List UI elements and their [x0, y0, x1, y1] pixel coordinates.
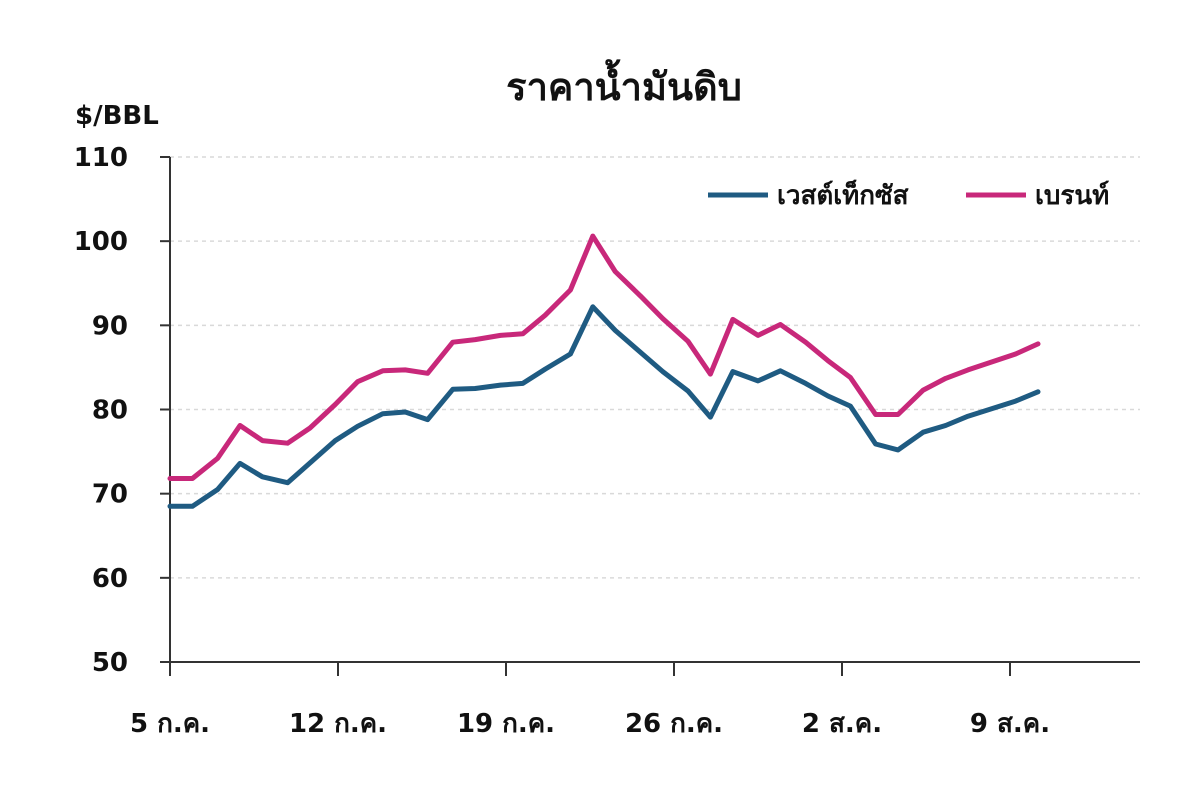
data-point-1-24 — [730, 317, 735, 322]
data-point-0-24 — [755, 378, 761, 384]
data-point-0-10 — [425, 417, 430, 422]
data-point-0-26 — [803, 381, 808, 386]
x-tick-label: 12 ก.ค. — [289, 709, 387, 739]
data-point-1-25 — [755, 333, 761, 338]
data-point-1-12 — [450, 340, 455, 345]
x-tick-label: 19 ก.ค. — [457, 709, 555, 739]
y-tick-label: 60 — [92, 564, 128, 594]
y-axis-ticks: 50 60 70 80 90 100 110 — [74, 143, 170, 678]
data-point-1-13 — [473, 337, 478, 342]
x-tick-label: 2 ส.ค. — [802, 709, 882, 739]
data-point-1-14 — [498, 333, 503, 338]
y-tick-label: 100 — [74, 227, 128, 257]
data-point-1-2 — [215, 456, 220, 461]
data-point-1-36 — [1035, 341, 1041, 347]
data-point-0-30 — [895, 447, 901, 453]
data-point-1-19 — [613, 269, 618, 274]
data-point-1-15 — [520, 331, 525, 336]
data-point-1-6 — [307, 425, 313, 431]
data-point-1-17 — [568, 287, 573, 293]
data-point-0-19 — [638, 350, 643, 355]
data-point-0-21 — [685, 388, 691, 394]
data-point-0-29 — [873, 441, 878, 447]
data-point-1-30 — [873, 412, 878, 417]
data-point-0-31 — [921, 430, 926, 435]
data-point-1-31 — [895, 412, 901, 417]
data-point-1-33 — [943, 376, 948, 381]
data-point-0-1 — [190, 504, 195, 509]
data-point-0-27 — [825, 393, 831, 399]
data-point-0-7 — [355, 424, 360, 429]
gridlines — [170, 156, 1140, 579]
data-point-1-4 — [260, 438, 265, 443]
data-point-0-13 — [498, 382, 503, 388]
data-point-1-1 — [190, 476, 195, 481]
data-point-1-7 — [333, 402, 338, 407]
y-tick-label: 110 — [74, 143, 128, 173]
data-point-0-5 — [285, 480, 290, 485]
y-axis-unit-label: $/BBL — [75, 101, 159, 131]
data-point-0-32 — [943, 423, 948, 428]
data-point-0-12 — [473, 386, 478, 391]
data-point-0-3 — [237, 461, 243, 466]
data-point-1-35 — [1013, 351, 1018, 357]
data-point-1-8 — [355, 379, 360, 384]
data-point-0-34 — [1013, 398, 1018, 404]
data-point-0-25 — [778, 368, 783, 373]
series-line-0 — [167, 304, 1041, 509]
data-point-0-23 — [730, 369, 735, 374]
y-tick-label: 80 — [92, 396, 128, 426]
data-point-1-26 — [778, 322, 783, 327]
chart-title: ราคาน้ำมันดิบ — [506, 59, 742, 109]
series-lines — [167, 233, 1041, 509]
data-point-1-29 — [848, 375, 853, 380]
data-point-1-9 — [380, 368, 385, 373]
data-point-1-21 — [660, 316, 665, 321]
data-point-1-34 — [965, 367, 971, 373]
data-point-0-8 — [380, 411, 385, 416]
y-tick-label: 50 — [92, 648, 128, 678]
data-point-1-18 — [590, 233, 595, 239]
data-point-1-16 — [543, 313, 548, 318]
legend: เวสต์เท็กซัส เบรนท์ — [708, 179, 1109, 211]
data-point-1-23 — [708, 371, 713, 377]
data-point-1-20 — [638, 293, 643, 299]
data-point-0-33 — [965, 414, 971, 419]
data-point-1-5 — [285, 441, 290, 446]
data-point-1-22 — [685, 339, 691, 344]
data-point-1-28 — [825, 358, 831, 363]
y-tick-label: 70 — [92, 480, 128, 510]
data-point-0-14 — [520, 381, 525, 386]
data-point-0-11 — [450, 387, 455, 392]
data-point-0-2 — [215, 487, 220, 492]
data-point-0-9 — [403, 409, 408, 415]
data-point-0-6 — [333, 438, 338, 443]
data-point-0-16 — [568, 351, 573, 357]
data-point-0-17 — [590, 304, 595, 309]
data-point-0-20 — [660, 369, 665, 374]
data-point-1-11 — [425, 371, 430, 376]
x-tick-label: 9 ส.ค. — [970, 709, 1050, 739]
x-axis-ticks: 5 ก.ค. 12 ก.ค. 19 ก.ค. 26 ก.ค. 2 ส.ค. 9 ส.ค. — [130, 662, 1050, 739]
data-point-1-10 — [403, 367, 408, 373]
x-tick-label: 5 ก.ค. — [130, 709, 210, 739]
data-point-1-3 — [237, 423, 243, 428]
data-point-0-18 — [613, 328, 618, 333]
data-point-0-28 — [848, 403, 853, 409]
x-tick-label: 26 ก.ค. — [625, 709, 723, 739]
data-point-1-27 — [803, 340, 808, 345]
data-point-0-0 — [167, 504, 173, 509]
data-point-0-35 — [1035, 389, 1041, 394]
data-point-1-0 — [167, 476, 173, 481]
data-point-1-32 — [921, 387, 926, 393]
legend-label-west-texas: เวสต์เท็กซัส — [777, 179, 909, 211]
data-point-0-4 — [260, 474, 265, 479]
legend-label-brent: เบรนท์ — [1035, 180, 1109, 211]
data-point-0-15 — [543, 366, 548, 372]
y-tick-label: 90 — [92, 311, 128, 341]
data-point-0-22 — [708, 414, 713, 420]
